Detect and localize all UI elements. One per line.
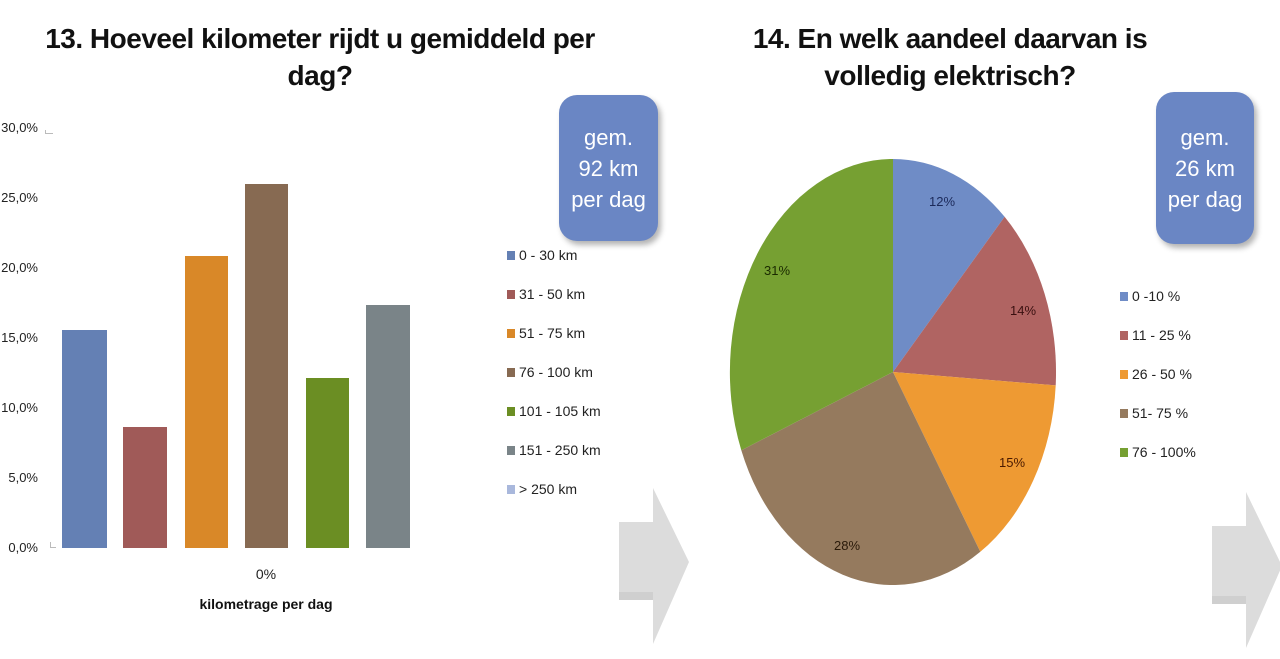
bar-chart-title: 13. Hoeveel kilometer rijdt u gemiddeld … <box>40 20 600 94</box>
average-callout-right: gem. 26 km per dag <box>1156 92 1254 244</box>
legend-swatch-icon <box>507 367 515 377</box>
y-tick: 5,0% <box>8 470 38 485</box>
legend-swatch-icon <box>1120 330 1128 340</box>
bar-151-250-km <box>366 305 410 548</box>
callout-line: per dag <box>571 186 646 212</box>
y-tick: 15,0% <box>1 330 38 345</box>
legend-item: 76 - 100 km <box>507 362 601 382</box>
pie-slice-26-50 <box>893 372 1056 552</box>
legend-label: 0 - 30 km <box>519 247 578 263</box>
legend-swatch-icon <box>507 406 515 416</box>
legend-label: 51 - 75 km <box>519 325 586 341</box>
legend-label: 151 - 250 km <box>519 442 601 458</box>
bar-31-50-km <box>123 427 167 548</box>
legend-swatch-icon <box>507 445 515 455</box>
legend-swatch-icon <box>1120 408 1128 418</box>
legend-item: 31 - 50 km <box>507 284 601 304</box>
legend-item: 101 - 105 km <box>507 401 601 421</box>
y-tick: 25,0% <box>1 190 38 205</box>
legend-swatch-icon <box>1120 369 1128 379</box>
pie-slice-76-100 <box>729 158 893 451</box>
pie-slice-11-25 <box>893 216 1057 386</box>
next-arrow-icon <box>617 488 692 648</box>
legend-label: 51- 75 % <box>1132 405 1189 421</box>
pie-legend: 0 -10 % 11 - 25 % 26 - 50 % 51- 75 % 76 … <box>1120 286 1196 462</box>
legend-swatch-icon <box>1120 447 1128 457</box>
pie-slice-0-10 <box>893 159 1005 372</box>
axis-mark <box>50 542 56 548</box>
legend-swatch-icon <box>1120 291 1128 301</box>
legend-item: 0 - 30 km <box>507 245 601 265</box>
pie-label-0-10: 12% <box>929 194 956 209</box>
pie-label-26-50: 15% <box>999 455 1026 470</box>
bar-51-75-km <box>185 256 228 548</box>
y-tick: 20,0% <box>1 260 38 275</box>
legend-swatch-icon <box>507 289 515 299</box>
average-callout-left: gem. 92 km per dag <box>559 95 658 241</box>
pie-slice-51-75 <box>741 372 981 586</box>
legend-item: 76 - 100% <box>1120 442 1196 462</box>
legend-item: 51 - 75 km <box>507 323 601 343</box>
legend-item: 26 - 50 % <box>1120 364 1196 384</box>
callout-line: per dag <box>1167 186 1243 212</box>
legend-item: 0 -10 % <box>1120 286 1196 306</box>
bar-legend: 0 - 30 km 31 - 50 km 51 - 75 km 76 - 100… <box>507 245 601 499</box>
bar-101-105-km <box>306 378 349 548</box>
x-axis-label: kilometrage per dag <box>199 596 333 612</box>
legend-item: 151 - 250 km <box>507 440 601 460</box>
legend-item: 51- 75 % <box>1120 403 1196 423</box>
x-tick: 0% <box>255 566 277 582</box>
y-tick: 10,0% <box>1 400 38 415</box>
pie-label-51-75: 28% <box>834 538 861 553</box>
legend-item: > 250 km <box>507 479 601 499</box>
legend-label: 101 - 105 km <box>519 403 601 419</box>
next-arrow-icon <box>1210 492 1280 652</box>
legend-label: 26 - 50 % <box>1132 366 1192 382</box>
legend-label: 76 - 100 km <box>519 364 593 380</box>
pie-chart-title-line1: 14. En welk aandeel daarvan is <box>752 23 1148 54</box>
legend-swatch-icon <box>507 328 515 338</box>
legend-label: 31 - 50 km <box>519 286 586 302</box>
bar-chart-title-line2: dag? <box>287 60 353 91</box>
bar-0-30-km <box>62 330 107 548</box>
legend-label: > 250 km <box>519 481 577 497</box>
legend-item: 11 - 25 % <box>1120 325 1196 345</box>
legend-label: 76 - 100% <box>1132 444 1196 460</box>
axis-mark <box>45 130 53 134</box>
legend-swatch-icon <box>507 484 515 494</box>
pie-label-11-25: 14% <box>1010 303 1037 318</box>
bar-76-100-km <box>245 184 288 548</box>
legend-label: 0 -10 % <box>1132 288 1181 304</box>
y-tick: 30,0% <box>1 120 38 135</box>
y-tick: 0,0% <box>8 540 38 555</box>
legend-swatch-icon <box>507 250 515 260</box>
bar-chart-title-line1: 13. Hoeveel kilometer rijdt u gemiddeld … <box>45 23 595 54</box>
pie-chart-title: 14. En welk aandeel daarvan is volledig … <box>700 20 1200 94</box>
callout-line: 92 km <box>578 155 639 181</box>
bar-plot-area <box>0 128 440 548</box>
pie-chart-title-line2: volledig elektrisch? <box>824 60 1076 91</box>
callout-line: gem. <box>1180 124 1230 150</box>
pie-label-76-100: 31% <box>764 263 791 278</box>
legend-label: 11 - 25 % <box>1132 327 1191 343</box>
callout-line: 26 km <box>1175 155 1235 181</box>
callout-line: gem. <box>584 124 633 150</box>
